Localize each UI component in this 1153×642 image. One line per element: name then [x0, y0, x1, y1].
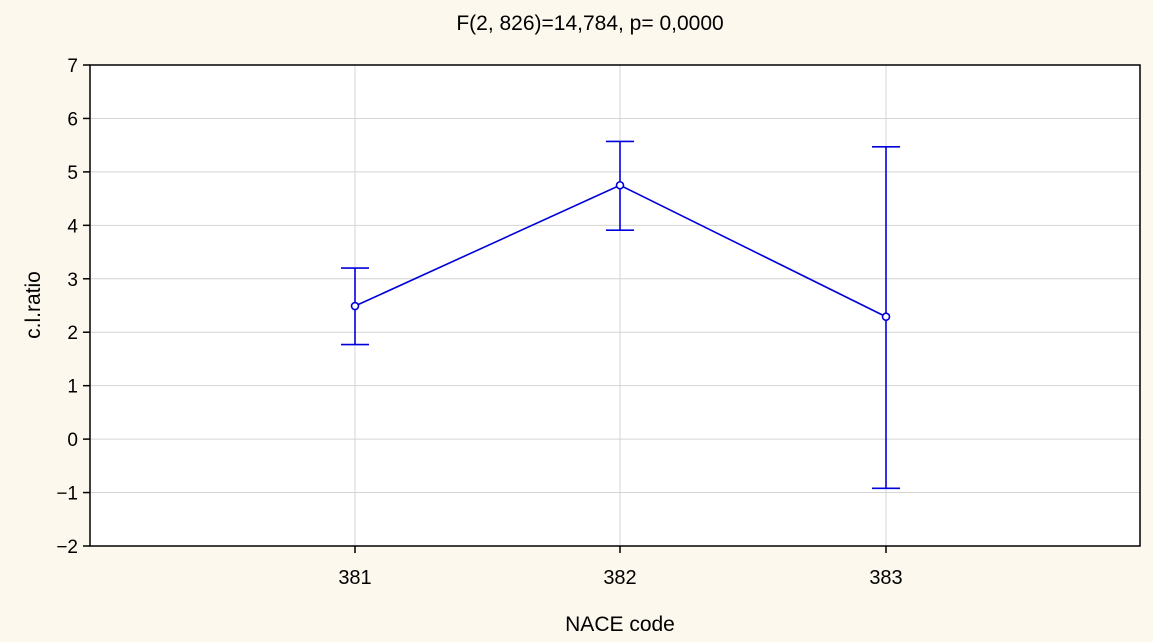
y-tick-label: −1 — [56, 484, 78, 505]
data-series — [341, 140, 900, 490]
y-tick-label: 7 — [67, 56, 78, 77]
y-tick-label: 0 — [67, 430, 78, 451]
y-tick-label: 1 — [67, 377, 78, 398]
data-point — [350, 301, 360, 311]
plot-area — [90, 65, 1140, 546]
y-tick-label: 4 — [67, 216, 78, 237]
data-point — [881, 312, 891, 322]
y-tick-label: 5 — [67, 163, 78, 184]
axes: −2 −1 0 1 2 3 4 5 6 7 381 382 383 — [56, 56, 902, 589]
y-tick-label: −2 — [56, 537, 78, 558]
y-tick-label: 3 — [67, 270, 78, 291]
x-tick-label: 383 — [869, 567, 902, 589]
y-axis-label: c.l.ratio — [22, 271, 45, 339]
chart-title: F(2, 826)=14,784, p= 0,0000 — [456, 12, 723, 35]
grid-lines — [90, 65, 1140, 546]
plot-frame — [89, 64, 1141, 547]
y-tick-label: 6 — [67, 109, 78, 130]
data-point — [615, 180, 625, 190]
x-tick-label: 382 — [603, 567, 636, 589]
x-axis-label: NACE code — [565, 613, 675, 636]
x-tick-label: 381 — [338, 567, 371, 589]
y-tick-label: 2 — [67, 323, 78, 344]
